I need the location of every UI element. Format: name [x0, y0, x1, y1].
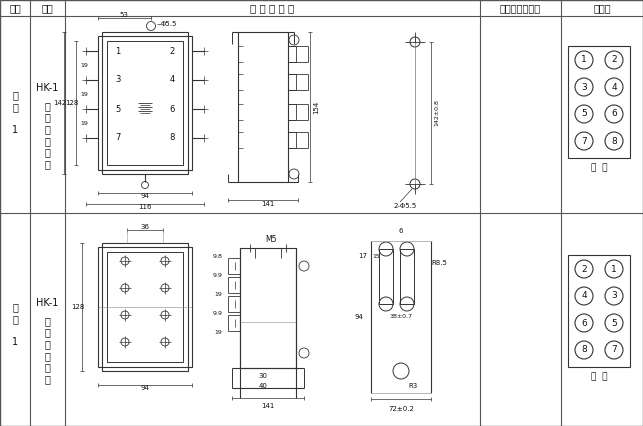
Text: 19: 19 — [214, 330, 222, 335]
Text: 8: 8 — [169, 133, 175, 143]
Text: 凸
出
式
后
接
线: 凸 出 式 后 接 线 — [44, 316, 50, 384]
Text: 36: 36 — [141, 224, 150, 230]
Text: HK-1: HK-1 — [36, 298, 58, 308]
Text: 附
图

1: 附 图 1 — [12, 302, 18, 347]
Text: 7: 7 — [611, 345, 617, 354]
Text: R8.5: R8.5 — [431, 260, 447, 266]
Text: 背  视: 背 视 — [591, 372, 607, 382]
Text: 15: 15 — [372, 253, 380, 259]
Text: 142±0.8: 142±0.8 — [435, 100, 440, 127]
Text: 6: 6 — [611, 109, 617, 118]
Text: 17: 17 — [359, 253, 368, 259]
Bar — [102, 32, 188, 174]
Text: 2-Φ5.5: 2-Φ5.5 — [394, 203, 417, 209]
Text: 2: 2 — [169, 46, 175, 55]
Text: 141: 141 — [261, 403, 275, 409]
Text: 5: 5 — [581, 109, 587, 118]
Bar — [107, 41, 183, 165]
Text: 72±0.2: 72±0.2 — [388, 406, 414, 412]
Text: 9.9: 9.9 — [213, 311, 223, 316]
Bar — [379, 249, 393, 304]
Text: Φ5.5: Φ5.5 — [161, 21, 177, 27]
Text: 142: 142 — [53, 100, 67, 106]
Text: HK-1: HK-1 — [36, 83, 58, 93]
Text: 38±0.7: 38±0.7 — [390, 314, 413, 320]
Text: 3: 3 — [611, 291, 617, 300]
Text: 外 形 尺 寸 图: 外 形 尺 寸 图 — [250, 3, 294, 13]
Text: 94: 94 — [141, 193, 149, 199]
Text: 前  视: 前 视 — [591, 164, 607, 173]
Text: 7: 7 — [115, 133, 121, 143]
Text: 1: 1 — [581, 55, 587, 64]
Text: 5: 5 — [611, 319, 617, 328]
Text: 凸
出
式
前
接
线: 凸 出 式 前 接 线 — [44, 101, 50, 169]
Bar — [400, 249, 414, 304]
Text: 6: 6 — [169, 104, 175, 113]
Text: 53: 53 — [120, 12, 129, 18]
Bar — [102, 243, 188, 371]
Text: 40: 40 — [258, 383, 267, 389]
Text: 19: 19 — [80, 63, 88, 68]
Text: 3: 3 — [115, 75, 121, 84]
Text: 128: 128 — [71, 304, 85, 310]
Text: 4: 4 — [581, 291, 587, 300]
Text: M5: M5 — [266, 236, 276, 245]
Text: 30: 30 — [258, 373, 267, 379]
Text: 9.9: 9.9 — [213, 273, 223, 278]
Bar — [240, 248, 296, 368]
Text: 141: 141 — [261, 201, 275, 207]
Text: 8: 8 — [611, 136, 617, 146]
Text: 94: 94 — [141, 385, 149, 391]
Text: 154: 154 — [313, 101, 319, 114]
Text: 19: 19 — [214, 292, 222, 297]
Text: 19: 19 — [80, 121, 88, 126]
Text: 19: 19 — [80, 92, 88, 97]
Text: 5: 5 — [115, 104, 121, 113]
Text: 安装开孔尺寸图: 安装开孔尺寸图 — [500, 3, 541, 13]
Bar — [568, 255, 630, 367]
Text: 附
图

1: 附 图 1 — [12, 91, 18, 135]
Text: 3: 3 — [581, 83, 587, 92]
Text: 2: 2 — [581, 265, 587, 273]
Text: 94: 94 — [354, 314, 363, 320]
Bar — [98, 247, 192, 367]
Text: 116: 116 — [138, 204, 152, 210]
Bar — [107, 252, 183, 362]
Text: 6: 6 — [581, 319, 587, 328]
Text: 7: 7 — [581, 136, 587, 146]
Text: 图号: 图号 — [9, 3, 21, 13]
Text: 4: 4 — [611, 83, 617, 92]
Bar — [98, 36, 192, 170]
Text: 9.8: 9.8 — [213, 254, 223, 259]
Text: 8: 8 — [581, 345, 587, 354]
Text: 128: 128 — [66, 100, 78, 106]
Text: 1: 1 — [611, 265, 617, 273]
Text: 4: 4 — [169, 75, 175, 84]
Text: 结构: 结构 — [41, 3, 53, 13]
Text: 6: 6 — [399, 228, 403, 234]
Text: 2: 2 — [611, 55, 617, 64]
Text: R3: R3 — [408, 383, 417, 389]
Bar — [568, 46, 630, 158]
Text: 1: 1 — [115, 46, 121, 55]
Text: 端子图: 端子图 — [593, 3, 611, 13]
